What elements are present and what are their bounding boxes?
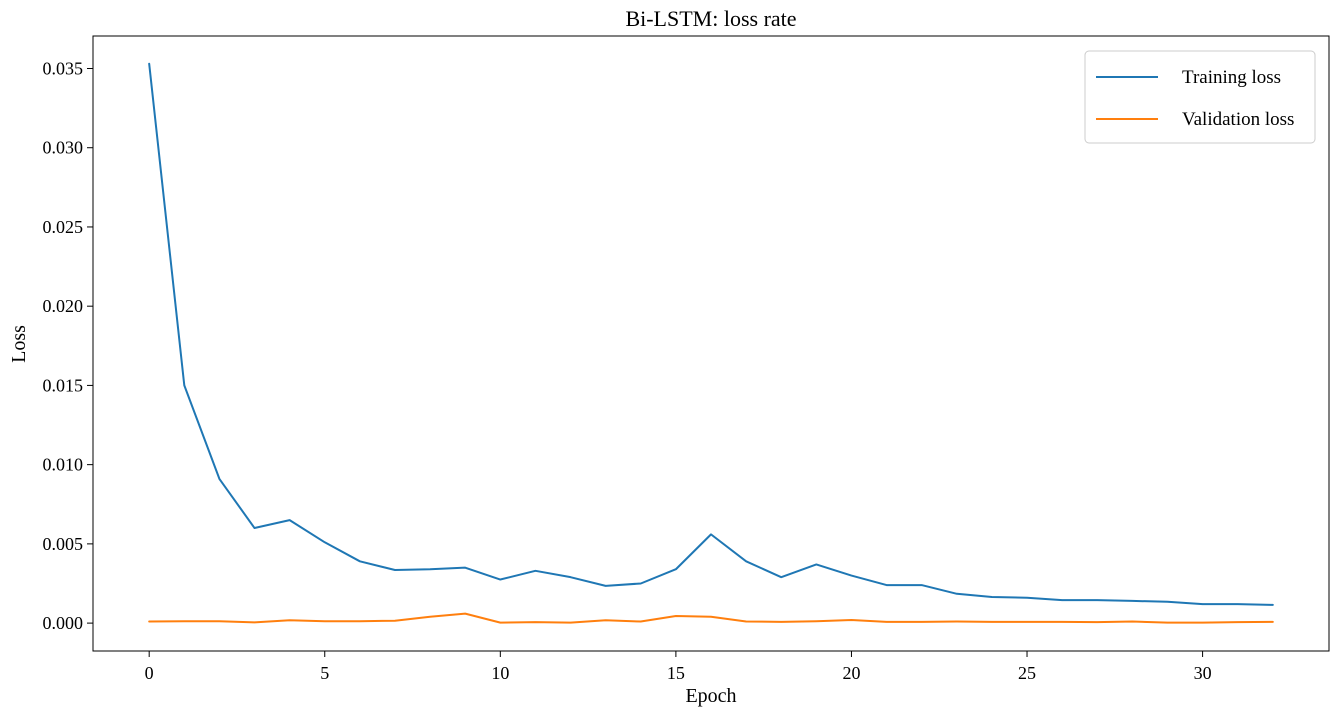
x-tick-label: 20 <box>842 663 860 683</box>
y-tick-label: 0.000 <box>43 613 84 633</box>
x-tick-label: 10 <box>491 663 509 683</box>
x-tick-label: 0 <box>145 663 154 683</box>
x-tick-label: 30 <box>1194 663 1212 683</box>
y-tick-label: 0.025 <box>43 217 84 237</box>
series-line-training-loss <box>148 62 1274 606</box>
y-tick-label: 0.030 <box>43 138 84 158</box>
x-tick-label: 5 <box>320 663 329 683</box>
y-tick-label: 0.005 <box>43 534 84 554</box>
legend-label: Validation loss <box>1182 109 1294 130</box>
series-layer <box>148 62 1274 624</box>
y-axis: 0.000 0.005 0.010 0.015 0.020 0.025 0.030 0.035 <box>43 58 93 633</box>
x-tick-label: 25 <box>1018 663 1036 683</box>
y-axis-label: Loss <box>8 325 30 363</box>
legend-label: Training loss <box>1182 67 1281 88</box>
x-tick-label: 15 <box>667 663 685 683</box>
y-tick-label: 0.015 <box>43 375 84 395</box>
x-axis-label: Epoch <box>685 685 736 707</box>
chart-title: Bi-LSTM: loss rate <box>625 6 796 31</box>
y-tick-label: 0.010 <box>43 455 84 475</box>
y-tick-label: 0.035 <box>43 58 84 78</box>
y-tick-label: 0.020 <box>43 296 84 316</box>
series-line-validation-loss <box>148 612 1274 624</box>
x-axis: 0 5 10 15 20 25 30 <box>145 651 1212 683</box>
legend: Training loss Validation loss <box>1084 50 1316 144</box>
